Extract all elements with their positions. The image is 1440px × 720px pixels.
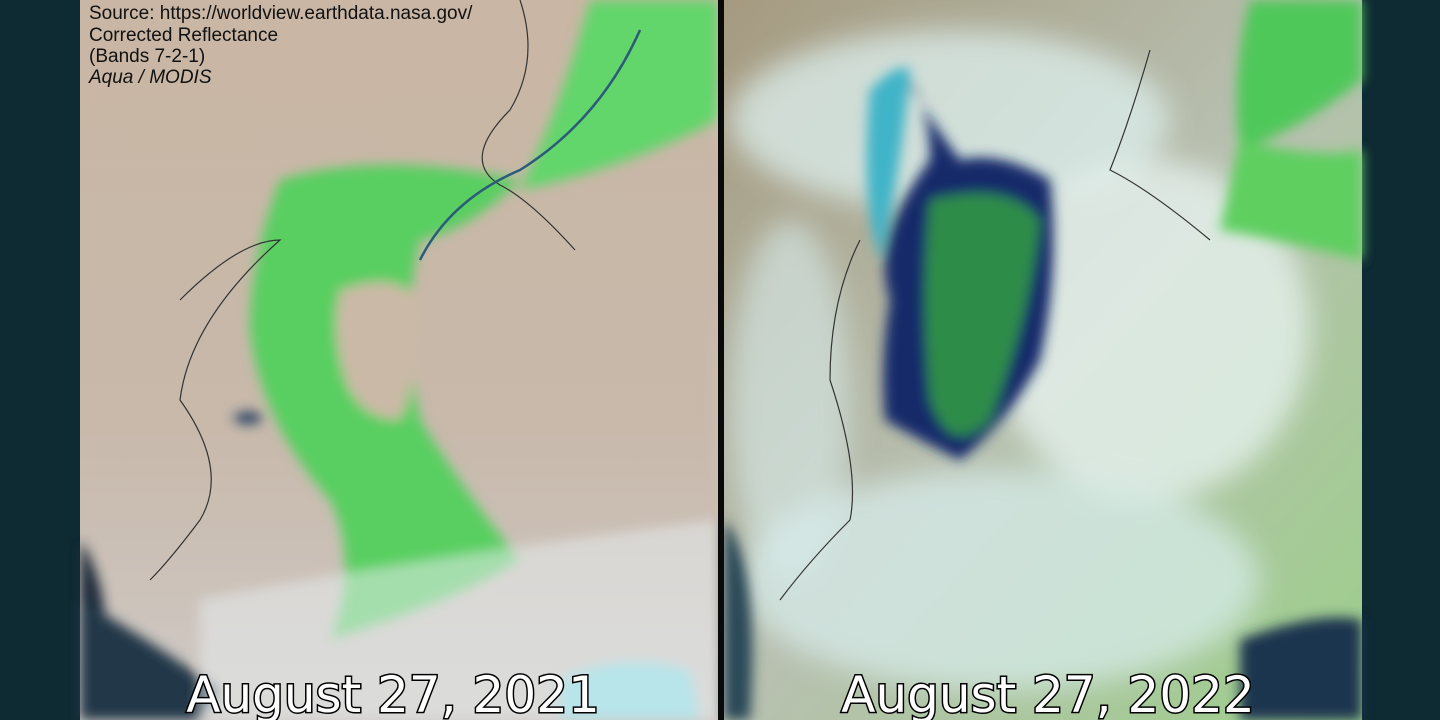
bands-text: (Bands 7-2-1) <box>89 46 205 67</box>
divider <box>718 0 724 720</box>
sensor-text: Aqua / MODIS <box>88 67 212 88</box>
date-label: August 27, 2021 <box>186 666 600 720</box>
product-text: Corrected Reflectance <box>89 25 278 46</box>
source-text: Source: https://worldview.earthdata.nasa… <box>89 3 473 24</box>
panel-2022 <box>724 0 1362 720</box>
panel-2021 <box>80 0 718 720</box>
date-label: August 27, 2022 <box>841 666 1255 720</box>
